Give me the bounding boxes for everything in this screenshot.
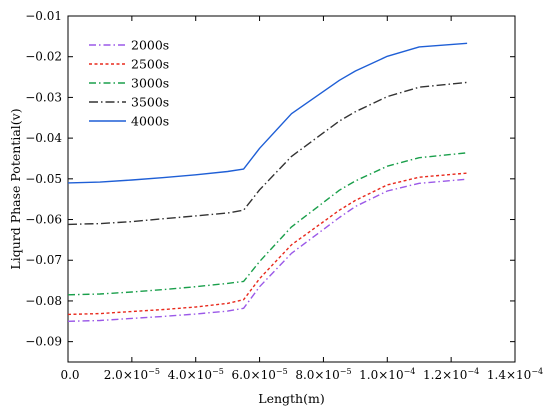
x-tick-mantissa: 8.0×10 bbox=[295, 368, 339, 382]
y-tick-label: −0.08 bbox=[25, 294, 62, 308]
series-line-4000s bbox=[67, 42, 468, 184]
series-line-2000s bbox=[67, 178, 468, 322]
series-line-3500s bbox=[67, 81, 468, 226]
x-tick-exponent: −4 bbox=[467, 367, 479, 376]
y-tick-label: −0.03 bbox=[25, 90, 62, 104]
x-tick-label: 6.0×10−5 bbox=[231, 367, 287, 382]
y-tick-label: −0.05 bbox=[25, 172, 62, 186]
legend-label: 4000s bbox=[131, 114, 169, 129]
legend: 2000s 2500s 3000s 3500s 4000s bbox=[89, 38, 169, 129]
plot-frame bbox=[67, 15, 516, 363]
x-tick-mantissa: 1.4×10 bbox=[487, 368, 531, 382]
x-tick-label: 1.0×10−4 bbox=[359, 367, 415, 382]
x-tick-label: 1.2×10−4 bbox=[423, 367, 479, 382]
x-tick-mantissa: 4.0×10 bbox=[168, 368, 212, 382]
legend-label: 3500s bbox=[131, 95, 169, 110]
axis-ticks: 0.0 2.0×10−5 4.0×10−5 6.0×10−5 8.0×10−5 1.0×1… bbox=[25, 9, 543, 382]
x-tick-label: 0.0 bbox=[60, 368, 79, 382]
x-tick-exponent: −4 bbox=[531, 367, 543, 376]
x-tick-exponent: −5 bbox=[276, 367, 288, 376]
y-tick-label: −0.09 bbox=[25, 335, 62, 349]
x-tick-mantissa: 1.2×10 bbox=[423, 368, 467, 382]
legend-label: 2000s bbox=[131, 38, 169, 53]
x-tick-label: 8.0×10−5 bbox=[295, 367, 351, 382]
x-tick-mantissa: 1.0×10 bbox=[359, 368, 403, 382]
x-axis-title: Length(m) bbox=[258, 391, 324, 406]
series-line-2500s bbox=[67, 172, 468, 316]
x-tick-mantissa: 6.0×10 bbox=[231, 368, 275, 382]
x-tick-mantissa: 2.0×10 bbox=[104, 368, 148, 382]
y-tick-label: −0.06 bbox=[25, 213, 62, 227]
legend-label: 3000s bbox=[131, 76, 169, 91]
x-tick-exponent: −5 bbox=[340, 367, 352, 376]
series-line-3000s bbox=[67, 152, 468, 296]
series-layer bbox=[67, 42, 468, 322]
y-tick-label: −0.01 bbox=[25, 9, 62, 23]
x-tick-label: 1.4×10−4 bbox=[487, 367, 543, 382]
x-tick-exponent: −5 bbox=[212, 367, 224, 376]
y-tick-label: −0.02 bbox=[25, 50, 62, 64]
x-tick-label: 2.0×10−5 bbox=[104, 367, 160, 382]
y-tick-label: −0.07 bbox=[25, 253, 62, 267]
legend-label: 2500s bbox=[131, 57, 169, 72]
x-tick-exponent: −5 bbox=[148, 367, 160, 376]
y-axis-title: Liqurd Phase Potential(v) bbox=[8, 108, 23, 269]
y-tick-label: −0.04 bbox=[25, 131, 62, 145]
x-tick-exponent: −4 bbox=[404, 367, 416, 376]
x-tick-label: 4.0×10−5 bbox=[168, 367, 224, 382]
